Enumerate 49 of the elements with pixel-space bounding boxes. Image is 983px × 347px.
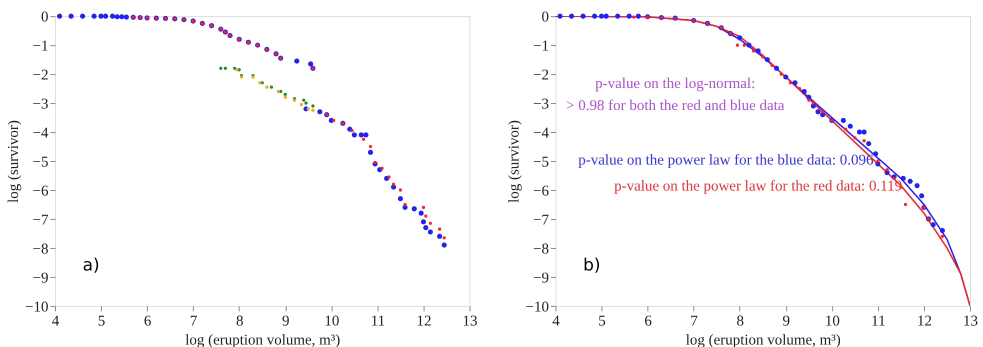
- x-tick-label: 13: [963, 313, 978, 330]
- x-tick-label: 4: [552, 313, 560, 330]
- y-axis-title: log (survivor): [6, 120, 22, 203]
- x-tick-label: 9: [282, 313, 290, 330]
- x-tick-label: 7: [690, 313, 698, 330]
- x-tick-label: 5: [98, 313, 106, 330]
- y-axis-title: log (survivor): [506, 120, 523, 203]
- x-tick-label: 8: [736, 313, 744, 330]
- x-tick-label: 5: [598, 313, 606, 330]
- annotation: p-value on the power law for the blue data: 0.096: [578, 152, 874, 169]
- x-tick-label: 11: [370, 313, 386, 330]
- y-tick-label: −9: [533, 270, 549, 286]
- x-tick-label: 6: [144, 313, 152, 330]
- y-tick-label: −7: [32, 212, 49, 228]
- x-tick-label: 12: [916, 313, 932, 330]
- y-tick-label: −7: [533, 212, 550, 228]
- x-tick-label: 12: [416, 313, 432, 330]
- annotation: b): [583, 255, 600, 276]
- y-tick-label: 0: [40, 10, 48, 26]
- annotation: p-value on the power law for the red data: 0.119: [614, 178, 902, 195]
- x-tick-label: 13: [462, 313, 478, 330]
- y-tick-label: −1: [533, 38, 549, 55]
- y-tick-label: −1: [32, 38, 48, 55]
- x-tick-label: 11: [871, 313, 886, 330]
- y-tick-label: −2: [32, 68, 48, 84]
- y-tick-label: −8: [533, 241, 549, 258]
- x-tick-label: 9: [782, 313, 790, 330]
- annotation: p-value on the log-normal: > 0.98 for both the red and blue data: [566, 76, 785, 114]
- y-tick-label: −4: [32, 126, 49, 142]
- y-tick-label: 0: [541, 10, 549, 26]
- annotation: a): [82, 255, 100, 276]
- x-tick-label: 4: [52, 313, 60, 330]
- y-tick-label: −3: [32, 96, 48, 113]
- y-tick-label: −5: [533, 154, 549, 171]
- y-tick-label: −4: [533, 126, 550, 142]
- y-tick-label: −3: [533, 96, 549, 113]
- x-tick-label: 6: [644, 313, 652, 330]
- x-tick-label: 8: [236, 313, 244, 330]
- y-tick-label: −2: [533, 68, 549, 84]
- y-tick-label: −10: [526, 299, 549, 316]
- y-tick-label: −5: [32, 154, 48, 171]
- x-tick-label: 10: [324, 313, 340, 330]
- y-tick-label: −8: [32, 241, 48, 258]
- x-tick-label: 10: [824, 313, 840, 330]
- y-tick-label: −6: [533, 183, 550, 200]
- y-tick-label: −9: [32, 270, 48, 286]
- x-tick-label: 7: [190, 313, 198, 330]
- y-tick-label: −10: [25, 299, 48, 316]
- y-tick-label: −6: [32, 183, 49, 200]
